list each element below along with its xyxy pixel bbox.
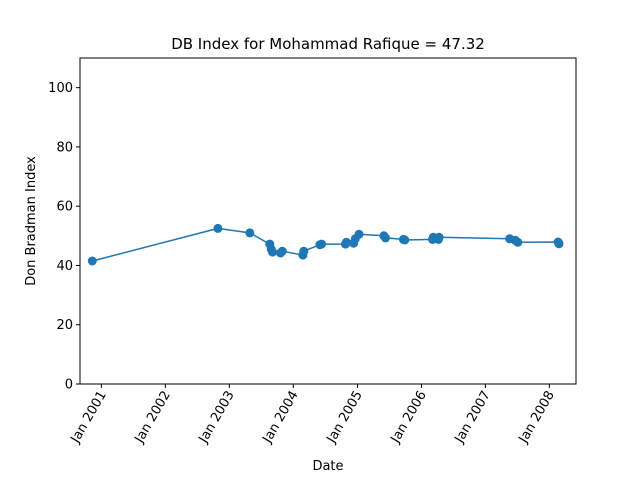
- data-point: [268, 247, 278, 257]
- y-tick-label: 40: [56, 259, 73, 274]
- data-point: [400, 235, 410, 245]
- y-tick-label: 60: [56, 200, 73, 215]
- data-point: [87, 256, 97, 266]
- data-point: [513, 237, 523, 247]
- data-point: [317, 239, 326, 249]
- data-point: [299, 246, 309, 256]
- y-tick-label: 20: [56, 318, 73, 333]
- data-point: [381, 233, 390, 243]
- data-point: [354, 229, 364, 239]
- y-axis-label: Don Bradman Index: [24, 156, 39, 286]
- y-tick-label: 100: [48, 81, 73, 96]
- y-axis: 0 20 40 60 80 100: [48, 81, 80, 393]
- x-axis-label: Date: [312, 459, 343, 474]
- y-tick-label: 80: [56, 140, 73, 155]
- data-point: [554, 239, 564, 249]
- series-layer: [87, 223, 564, 266]
- data-point: [341, 237, 351, 247]
- chart-title: DB Index for Mohammad Rafique = 47.32: [171, 35, 485, 53]
- data-point: [277, 246, 287, 256]
- data-point: [434, 232, 444, 242]
- data-point: [245, 228, 255, 238]
- plot-frame: [79, 57, 577, 385]
- y-tick-label: 0: [65, 378, 73, 393]
- data-point: [213, 223, 223, 233]
